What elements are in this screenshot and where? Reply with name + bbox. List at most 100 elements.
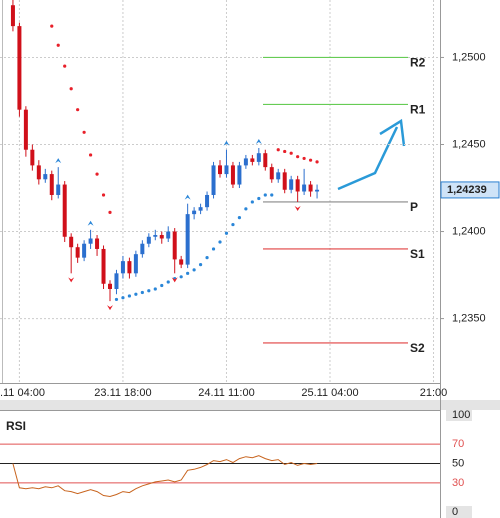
sar-dot xyxy=(308,158,313,162)
candle-body xyxy=(140,243,145,255)
candle-body xyxy=(75,247,80,258)
candle-body xyxy=(269,167,274,180)
sar-dot xyxy=(76,108,80,112)
pivot-label: P xyxy=(410,200,418,214)
sar-dot xyxy=(69,87,73,91)
candle-body xyxy=(95,238,100,249)
sar-dot xyxy=(250,200,254,204)
candle-body xyxy=(88,238,93,244)
y-tick-label: 1,2400 xyxy=(452,225,486,237)
candle-body xyxy=(282,172,287,190)
candle-body xyxy=(10,5,15,27)
sar-dot xyxy=(192,268,196,272)
fractal-down xyxy=(294,205,301,211)
candle-body xyxy=(289,179,294,190)
candle-body xyxy=(256,153,261,162)
candle-body xyxy=(62,184,67,237)
candle-body xyxy=(237,165,242,185)
sar-dot xyxy=(283,149,287,154)
candle-body xyxy=(172,231,177,260)
candle-body xyxy=(82,243,87,258)
y-tick-label: 1,2500 xyxy=(452,51,486,63)
pivot-label: R1 xyxy=(410,103,426,117)
sar-dot xyxy=(198,263,203,267)
sar-dot xyxy=(121,296,125,300)
sar-dot xyxy=(140,290,144,295)
candle-body xyxy=(23,109,28,150)
y-tick-box xyxy=(446,506,472,518)
sar-dot xyxy=(186,271,190,275)
candle-body xyxy=(218,165,222,175)
fractal-up xyxy=(87,220,94,226)
y-tick-label: 0 xyxy=(452,506,458,518)
pivot-label: S1 xyxy=(410,247,425,261)
candle-body xyxy=(108,283,112,289)
x-tick-label: 1.11 04:00 xyxy=(0,387,45,399)
candle-body xyxy=(179,259,184,265)
sar-dot xyxy=(95,172,99,176)
candle-body xyxy=(315,189,320,192)
x-tick-label: 21:00 xyxy=(420,387,448,399)
fractal-up xyxy=(55,158,62,164)
sar-dot xyxy=(289,151,293,155)
sar-dot xyxy=(160,283,164,288)
candle-body xyxy=(153,235,158,237)
candle-body xyxy=(308,184,313,192)
level-label: 30 xyxy=(452,477,464,489)
candle-body xyxy=(185,214,190,265)
sar-dot xyxy=(166,280,170,284)
last-price-label: 1,24239 xyxy=(447,184,487,196)
sar-dot xyxy=(101,193,106,197)
sar-dot xyxy=(237,216,242,220)
sar-dot xyxy=(270,193,274,197)
forecast-arrow xyxy=(337,126,399,191)
sar-dot xyxy=(50,24,54,28)
sar-dot xyxy=(205,256,209,260)
last-price-box xyxy=(440,181,500,199)
candle-body xyxy=(211,165,216,195)
fractal-down xyxy=(107,305,113,311)
sar-dot xyxy=(127,294,132,298)
candle-body xyxy=(49,174,54,195)
sar-dot xyxy=(276,148,280,152)
candle-body xyxy=(205,194,210,208)
fractal-up xyxy=(255,138,262,144)
level-label: 70 xyxy=(452,438,464,450)
sar-dot xyxy=(257,196,261,201)
candle-body xyxy=(69,236,74,248)
sar-dot xyxy=(218,240,222,244)
sar-dot xyxy=(56,43,60,47)
panel-separator xyxy=(0,400,500,410)
rsi-line xyxy=(12,455,318,498)
candle-body xyxy=(56,184,61,195)
candle-body xyxy=(224,165,229,175)
forecast-arrowhead xyxy=(379,118,406,147)
candle-body xyxy=(166,231,171,239)
sar-dot xyxy=(179,275,183,279)
candle-body xyxy=(43,174,48,180)
candle-body xyxy=(159,235,164,239)
fractal-down xyxy=(171,277,178,283)
candle-body xyxy=(114,273,119,289)
sar-dot xyxy=(147,289,151,293)
candle-body xyxy=(295,179,300,192)
candle-body xyxy=(198,207,203,211)
x-tick-label: 24.11 11:00 xyxy=(198,387,254,399)
sar-dot xyxy=(296,155,300,159)
sar-dot xyxy=(108,210,112,214)
candle-body xyxy=(263,153,268,168)
y-tick-label: 1,2450 xyxy=(452,138,486,150)
fractal-down xyxy=(68,277,75,283)
candle-body xyxy=(243,158,248,166)
level-label: 50 xyxy=(452,457,464,469)
candle-body xyxy=(302,184,307,192)
candle-body xyxy=(120,261,125,274)
y-tick-label: 1,2350 xyxy=(452,312,486,324)
sar-dot xyxy=(211,247,216,251)
candle-body xyxy=(230,165,235,185)
sar-dot xyxy=(244,207,248,211)
candle-body xyxy=(250,158,255,162)
sar-dot xyxy=(153,287,157,291)
y-tick-box xyxy=(446,409,472,421)
